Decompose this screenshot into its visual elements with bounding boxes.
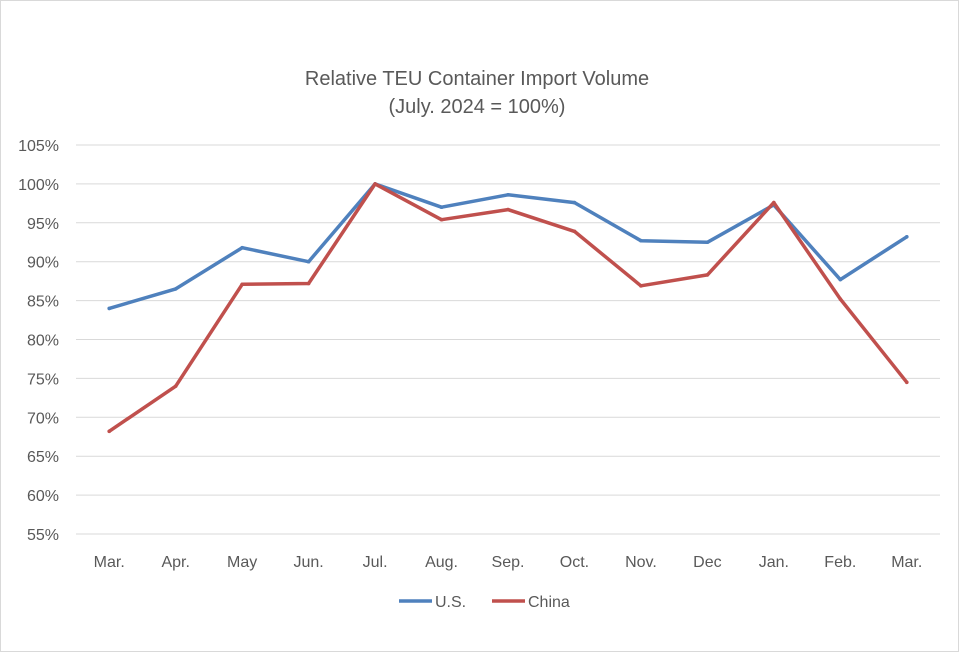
- data-point: [306, 259, 311, 264]
- x-tick-label: Dec: [693, 554, 721, 571]
- gridlines: [76, 144, 940, 535]
- data-point: [506, 192, 510, 197]
- y-tick-label: 100%: [18, 177, 59, 194]
- y-tick-label: 55%: [27, 527, 59, 544]
- x-tick-label: Feb.: [824, 554, 856, 571]
- data-point: [639, 284, 643, 288]
- data-point: [705, 240, 710, 245]
- y-tick-label: 75%: [27, 371, 59, 388]
- data-point: [572, 200, 577, 205]
- x-axis-ticks: Mar. Apr. May Jun. Jul. Aug. Sep. Oct. Nov. Dec Ja…: [94, 554, 923, 571]
- data-point: [240, 245, 244, 250]
- data-point: [838, 297, 843, 301]
- x-tick-label: Apr.: [161, 554, 189, 571]
- chart-title: Relative TEU Container Import Volume: [305, 68, 649, 90]
- series-lines: [107, 182, 909, 434]
- y-axis-ticks: 55% 60% 65% 70% 75% 80% 85% 90% 95% 100% 105%: [18, 138, 59, 544]
- y-tick-label: 65%: [27, 449, 59, 466]
- y-tick-label: 60%: [27, 488, 59, 505]
- data-point: [439, 205, 444, 210]
- y-tick-label: 85%: [27, 294, 59, 311]
- x-tick-label: May: [227, 554, 257, 571]
- y-tick-label: 70%: [27, 410, 59, 427]
- data-point: [639, 238, 643, 243]
- y-tick-label: 105%: [18, 138, 59, 155]
- data-point: [506, 207, 510, 212]
- data-point: [240, 282, 244, 287]
- x-tick-label: Oct.: [560, 554, 589, 571]
- x-tick-label: Sep.: [492, 554, 525, 571]
- y-tick-label: 95%: [27, 216, 59, 233]
- data-point: [107, 429, 112, 434]
- chart-subtitle: (July. 2024 = 100%): [389, 96, 566, 118]
- data-point: [107, 306, 112, 311]
- legend: U.S. China: [399, 594, 570, 611]
- data-point: [373, 182, 377, 186]
- data-point: [772, 200, 776, 205]
- data-point: [572, 229, 577, 234]
- data-point: [439, 217, 444, 222]
- x-tick-label: Jun.: [293, 554, 323, 571]
- series-line-us: [107, 182, 909, 311]
- y-tick-label: 90%: [27, 255, 59, 272]
- legend-label: China: [528, 594, 570, 611]
- x-tick-label: Mar.: [891, 554, 922, 571]
- x-tick-label: Nov.: [625, 554, 657, 571]
- data-point: [838, 277, 843, 282]
- x-tick-label: Mar.: [94, 554, 125, 571]
- series-line-china: [107, 182, 909, 434]
- data-point: [904, 380, 909, 385]
- data-point: [306, 281, 311, 286]
- data-point: [904, 235, 909, 239]
- x-tick-label: Jul.: [363, 554, 388, 571]
- legend-label: U.S.: [435, 594, 466, 611]
- x-tick-label: Jan.: [759, 554, 789, 571]
- data-point: [173, 287, 178, 291]
- y-tick-label: 80%: [27, 333, 59, 350]
- data-point: [173, 384, 178, 388]
- data-point: [705, 273, 710, 277]
- x-tick-label: Aug.: [425, 554, 458, 571]
